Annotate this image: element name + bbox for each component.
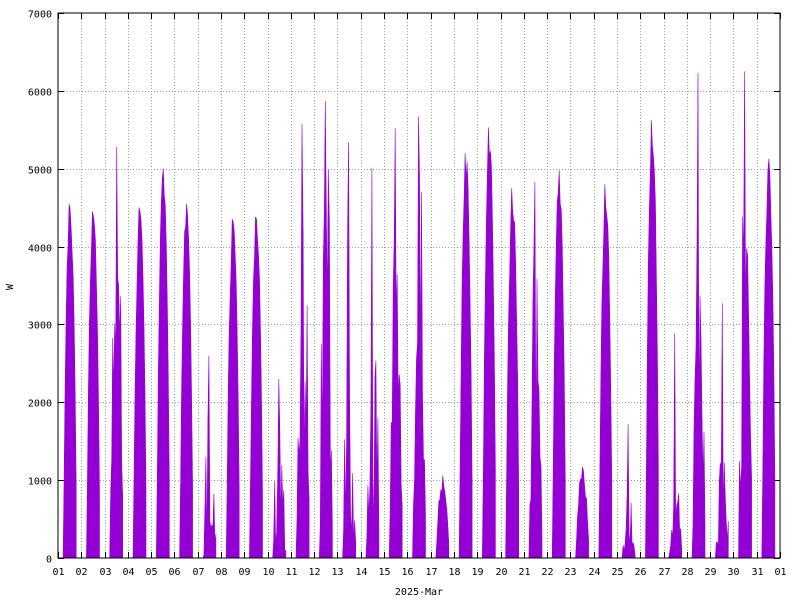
y-tick-label: 7000: [28, 10, 52, 21]
plot-frame: [57, 12, 781, 559]
day-power-area-17: [435, 475, 450, 559]
x-tick-label: 23: [564, 567, 576, 578]
x-tick-label: 17: [425, 567, 437, 578]
x-tick-label: 05: [145, 567, 157, 578]
day-power-area-27: [668, 333, 682, 559]
day-power-area-20: [505, 188, 519, 559]
day-power-area-25: [621, 424, 636, 559]
day-power-area-01: [62, 203, 77, 559]
y-tick-label: 4000: [28, 244, 52, 255]
day-power-area-18: [458, 153, 473, 559]
day-power-area-21: [528, 181, 543, 559]
day-power-area-07: [202, 355, 217, 559]
day-power-area-12: [318, 100, 333, 559]
y-tick-label: 2000: [28, 399, 52, 410]
x-tick-label: 31: [751, 567, 763, 578]
axis-ticks: [58, 13, 781, 559]
x-tick-label: 04: [122, 567, 134, 578]
day-power-area-14: [365, 167, 380, 559]
x-tick-label: 09: [238, 567, 250, 578]
y-axis-title: W: [5, 283, 16, 290]
y-tick-label: 3000: [28, 321, 52, 332]
day-power-area-11: [295, 123, 310, 559]
x-axis-title: 2025-Mar: [395, 587, 443, 598]
day-power-area-15: [388, 128, 403, 559]
day-power-area-19: [481, 127, 496, 559]
day-power-area-04: [132, 207, 147, 559]
x-tick-label: 06: [168, 567, 180, 578]
x-tick-label: 16: [401, 567, 413, 578]
day-power-area-16: [412, 116, 426, 559]
day-power-area-30: [738, 71, 752, 559]
y-tick-label: 0: [46, 555, 52, 566]
x-tick-label: 03: [99, 567, 111, 578]
x-tick-label: 08: [215, 567, 227, 578]
day-power-area-24: [598, 184, 613, 559]
x-tick-label: 28: [681, 567, 693, 578]
day-power-area-13: [342, 142, 356, 559]
day-power-area-06: [179, 203, 193, 559]
x-tick-label: 26: [634, 567, 646, 578]
x-tick-label: 29: [704, 567, 716, 578]
x-tick-label: 02: [75, 567, 87, 578]
x-tick-label: 19: [471, 567, 483, 578]
x-tick-label: 21: [518, 567, 530, 578]
day-power-area-09: [249, 216, 263, 559]
x-tick-label: 27: [658, 567, 670, 578]
day-power-area-02: [86, 211, 100, 559]
x-tick-label: 13: [331, 567, 343, 578]
day-power-area-31: [761, 158, 776, 559]
x-tick-labels: 01 02 03 04 05 06 07 08 09 10 11 12 13 14 15 16 17 18 19 20…: [52, 567, 786, 578]
day-power-area-22: [551, 170, 566, 559]
x-tick-label: 14: [355, 567, 367, 578]
x-tick-label: 07: [192, 567, 204, 578]
x-tick-label: 01: [52, 567, 64, 578]
x-tick-label: 15: [378, 567, 390, 578]
day-power-area-23: [575, 466, 589, 559]
day-power-area-29: [714, 303, 729, 559]
y-tick-label: 6000: [28, 88, 52, 99]
x-tick-label: 20: [495, 567, 507, 578]
y-tick-label: 5000: [28, 166, 52, 177]
day-power-area-08: [225, 219, 240, 559]
x-tick-label: 18: [448, 567, 460, 578]
day-power-area-05: [155, 168, 170, 559]
day-power-area-03: [109, 146, 123, 559]
x-tick-label: 12: [308, 567, 320, 578]
y-tick-labels: 0 1000 2000 3000 4000 5000 6000 7000: [28, 10, 52, 566]
x-tick-label: 22: [541, 567, 553, 578]
x-tick-label: 30: [727, 567, 739, 578]
day-power-area-26: [645, 120, 659, 559]
x-tick-label: 24: [588, 567, 600, 578]
x-tick-label: 25: [611, 567, 623, 578]
data-series: [62, 71, 776, 559]
day-power-area-10: [272, 378, 287, 559]
x-tick-label: 10: [262, 567, 274, 578]
day-power-area-28: [691, 72, 706, 559]
x-tick-label: 01: [774, 567, 786, 578]
y-tick-label: 1000: [28, 477, 52, 488]
x-tick-label: 11: [285, 567, 297, 578]
